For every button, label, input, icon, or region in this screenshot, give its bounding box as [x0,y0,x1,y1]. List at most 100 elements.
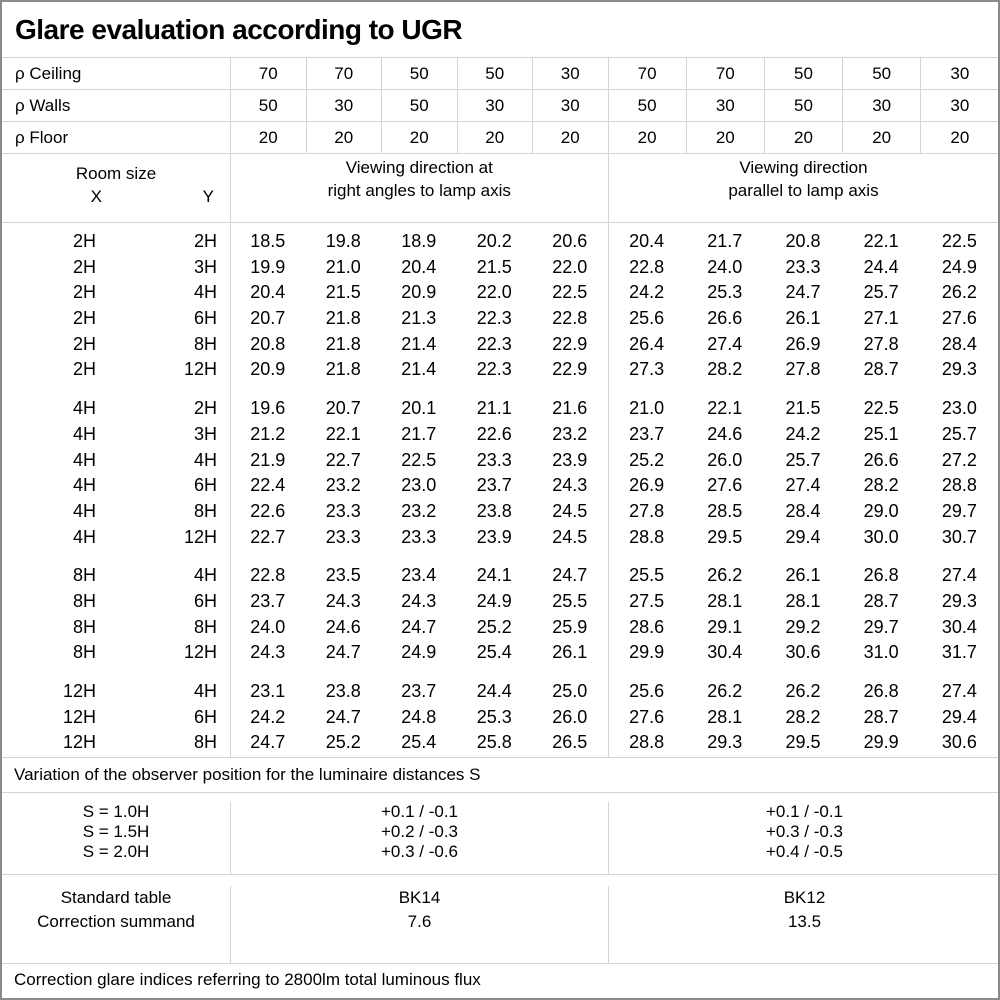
reflectance-value: 20 [920,122,998,153]
ugr-value: 23.9 [476,526,512,547]
ugr-value: 28.2 [785,706,821,727]
viewing-direction-parallel-header: Viewing direction parallel to lamp axis [607,154,999,222]
table-header-row: Room size X Y Viewing direction at right… [2,154,998,223]
ugr-value: 26.2 [941,282,977,303]
reflectance-value: 30 [456,90,533,121]
room-size-y: 6H [193,308,217,329]
table-row: 2H 12H 20.9 21.8 21.4 22.3 22.9 27.3 28.… [2,357,998,383]
ugr-value: 28.2 [863,475,899,496]
room-size-header: Room size X Y [2,154,230,222]
ugr-table-body: 2H 2H 18.5 19.8 18.9 20.2 20.6 20.4 21.7… [2,223,998,758]
ugr-value: 28.1 [707,590,743,611]
ugr-value: 30.6 [941,732,977,753]
ugr-value: 25.3 [476,706,512,727]
ugr-value: 22.4 [250,475,286,496]
ugr-value: 20.1 [401,398,437,419]
ugr-value: 31.0 [863,642,899,663]
ugr-value: 26.0 [707,449,743,470]
ugr-value: 24.5 [552,500,588,521]
table-row: 4H 8H 22.6 23.3 23.2 23.8 24.5 27.8 28.5… [2,499,998,525]
ugr-value: 24.5 [552,526,588,547]
reflectance-value: 50 [763,90,842,121]
ugr-value: 21.0 [325,256,361,277]
room-size-y: 3H [193,256,217,277]
correction-summand-value: 13.5 [787,912,822,931]
room-size-label: Room size [75,164,157,183]
y-column-header: Y [202,187,214,206]
reflectance-value: 30 [532,58,608,89]
correction-summand-value: 7.6 [407,912,432,931]
room-size-x: 4H [72,526,96,547]
s-value: +0.3 / -0.6 [380,842,459,861]
reflectance-value: 70 [230,58,306,89]
ugr-value: 30.7 [941,526,977,547]
correction-summand-label: Correction summand [37,912,195,931]
room-size-y: 4H [193,282,217,303]
ugr-value: 27.4 [941,565,977,586]
page-title: Glare evaluation according to UGR [15,13,463,45]
reflectance-value: 70 [305,58,382,89]
title-bar: Glare evaluation according to UGR [2,2,998,58]
column-divider [230,223,231,757]
ugr-value: 29.4 [785,526,821,547]
ugr-value: 25.7 [785,449,821,470]
ugr-value: 24.3 [552,475,588,496]
ugr-value: 20.6 [552,231,588,251]
room-size-y: 6H [193,475,217,496]
ugr-value: 25.4 [401,732,437,753]
ugr-value: 25.6 [629,308,665,329]
reflectance-value: 30 [685,90,764,121]
room-size-y: 2H [193,231,217,251]
room-size-x: 8H [72,642,96,663]
ugr-value: 25.4 [476,642,512,663]
ugr-value: 27.4 [941,681,977,701]
standard-table-value: BK12 [783,888,826,907]
ugr-value: 26.1 [785,308,821,329]
ugr-value: 25.2 [325,732,361,753]
ugr-value: 21.3 [401,308,437,329]
ugr-value: 24.3 [250,642,286,663]
ugr-value: 22.7 [250,526,286,547]
ugr-value: 22.9 [552,333,588,354]
room-size-y: 8H [193,500,217,521]
ugr-value: 23.3 [325,526,361,547]
ugr-value: 21.8 [325,308,361,329]
room-size-x: 4H [72,449,96,470]
ugr-value: 19.9 [250,256,286,277]
header-line: Viewing direction [739,158,868,177]
table-row: 2H 2H 18.5 19.8 18.9 20.2 20.6 20.4 21.7… [2,229,998,255]
ugr-value: 21.8 [325,359,361,380]
ugr-value: 25.7 [863,282,899,303]
ugr-value: 18.5 [250,231,286,251]
table-row: 4H 3H 21.2 22.1 21.7 22.6 23.2 23.7 24.6… [2,422,998,448]
room-size-y: 8H [193,333,217,354]
ugr-value: 23.0 [941,398,977,419]
ugr-value: 24.1 [476,565,512,586]
reflectance-value: 20 [842,122,920,153]
ugr-value: 24.7 [250,732,286,753]
room-size-x: 2H [72,333,96,354]
ugr-value: 30.4 [941,616,977,637]
ugr-value: 21.7 [707,231,743,251]
reflectance-value: 50 [456,58,533,89]
ugr-value: 21.6 [552,398,588,419]
ugr-value: 23.3 [325,500,361,521]
ugr-value: 26.0 [552,706,588,727]
table-row: 4H 6H 22.4 23.2 23.0 23.7 24.3 26.9 27.6… [2,473,998,499]
reflectance-value: 20 [381,122,457,153]
s-labels: S = 1.0H S = 1.5H S = 2.0H [2,802,230,874]
ugr-value: 26.8 [863,565,899,586]
ugr-value: 26.9 [785,333,821,354]
header-line: Viewing direction at [345,158,493,177]
ugr-value: 22.6 [250,500,286,521]
ugr-value: 22.5 [863,398,899,419]
room-size-x: 2H [72,359,96,380]
reflectance-label: ρ Walls [15,95,71,115]
ugr-value: 27.1 [863,308,899,329]
ugr-value: 27.8 [629,500,665,521]
ugr-value: 23.9 [552,449,588,470]
ugr-value: 28.7 [863,590,899,611]
ugr-value: 22.3 [476,308,512,329]
ugr-value: 25.3 [707,282,743,303]
reflectance-value: 20 [305,122,382,153]
